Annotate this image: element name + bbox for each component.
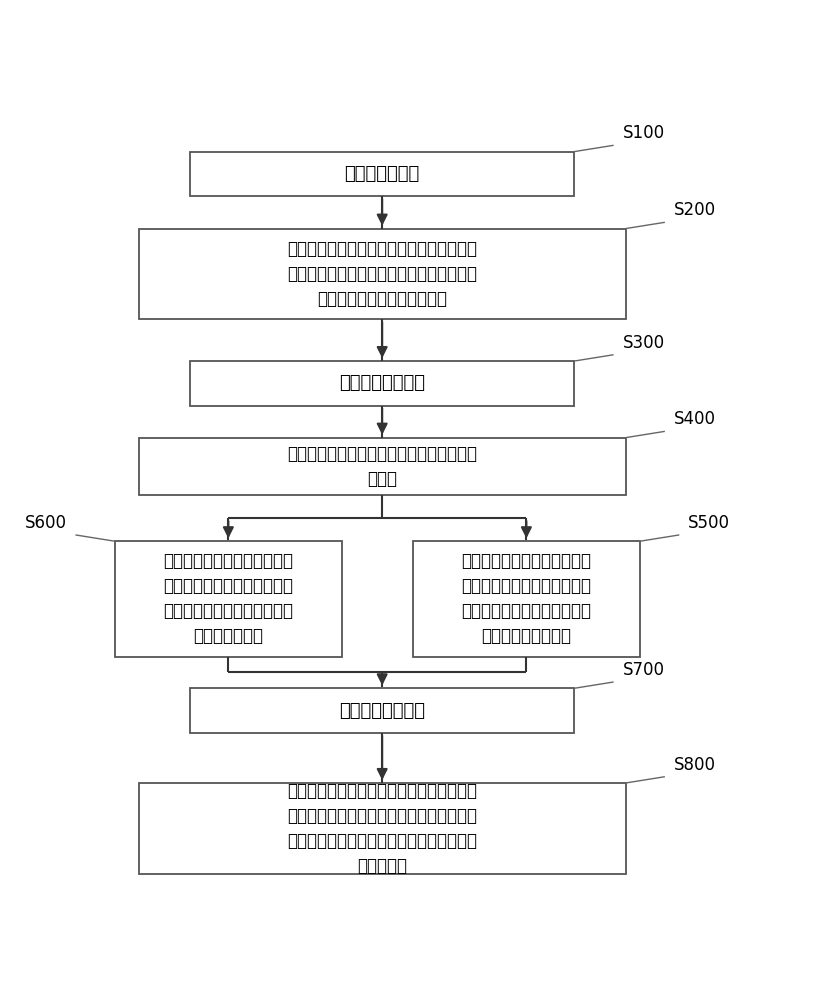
Bar <box>190 152 575 196</box>
Text: S100: S100 <box>623 124 665 142</box>
Text: 获取第二指令信息: 获取第二指令信息 <box>339 702 425 720</box>
Bar <box>139 438 626 495</box>
Text: 获取预处理信息: 获取预处理信息 <box>345 165 420 183</box>
Text: 获取第一指令信息: 获取第一指令信息 <box>339 374 425 392</box>
Bar <box>139 229 626 319</box>
Text: 对获取的所述第一指令信息进行分析得到分
析结果: 对获取的所述第一指令信息进行分析得到分 析结果 <box>287 445 477 488</box>
Text: 当所述预处理信息满足第二供气条件时，控
制所述气路阀块组件形成洁净风通道以及所
述供气装置进入第二供气过程: 当所述预处理信息满足第二供气条件时，控 制所述气路阀块组件形成洁净风通道以及所 … <box>287 240 477 308</box>
Text: S300: S300 <box>623 334 665 352</box>
Text: S600: S600 <box>25 514 66 532</box>
Bar <box>413 541 640 657</box>
Text: S200: S200 <box>674 201 716 219</box>
Text: S400: S400 <box>674 410 716 428</box>
Text: 当所述分析结果满足预设的吸
气条件时，控制所述气路阀块
组件形成吸气通道以及供气装
置进入吸气过程: 当所述分析结果满足预设的吸 气条件时，控制所述气路阀块 组件形成吸气通道以及供气… <box>164 552 294 645</box>
Bar <box>115 541 342 657</box>
Bar <box>190 361 575 406</box>
Text: S700: S700 <box>623 661 665 679</box>
Text: S500: S500 <box>688 514 730 532</box>
Text: S800: S800 <box>674 756 716 774</box>
Bar <box>190 688 575 733</box>
Text: 当所述分析结果满足预设的第
一供气条件时，控制气路阀块
组件形成供气通道以及供气装
置进入第一供气过程: 当所述分析结果满足预设的第 一供气条件时，控制气路阀块 组件形成供气通道以及供气… <box>461 552 591 645</box>
Bar <box>139 783 626 874</box>
Text: 当所述第二指令信息满足预设的排气条件时
，控制所述气路阀块组件截断所述供气通道
并形成排气通道，以及所述气路阀块组件进
入排气过程: 当所述第二指令信息满足预设的排气条件时 ，控制所述气路阀块组件截断所述供气通道 … <box>287 782 477 875</box>
